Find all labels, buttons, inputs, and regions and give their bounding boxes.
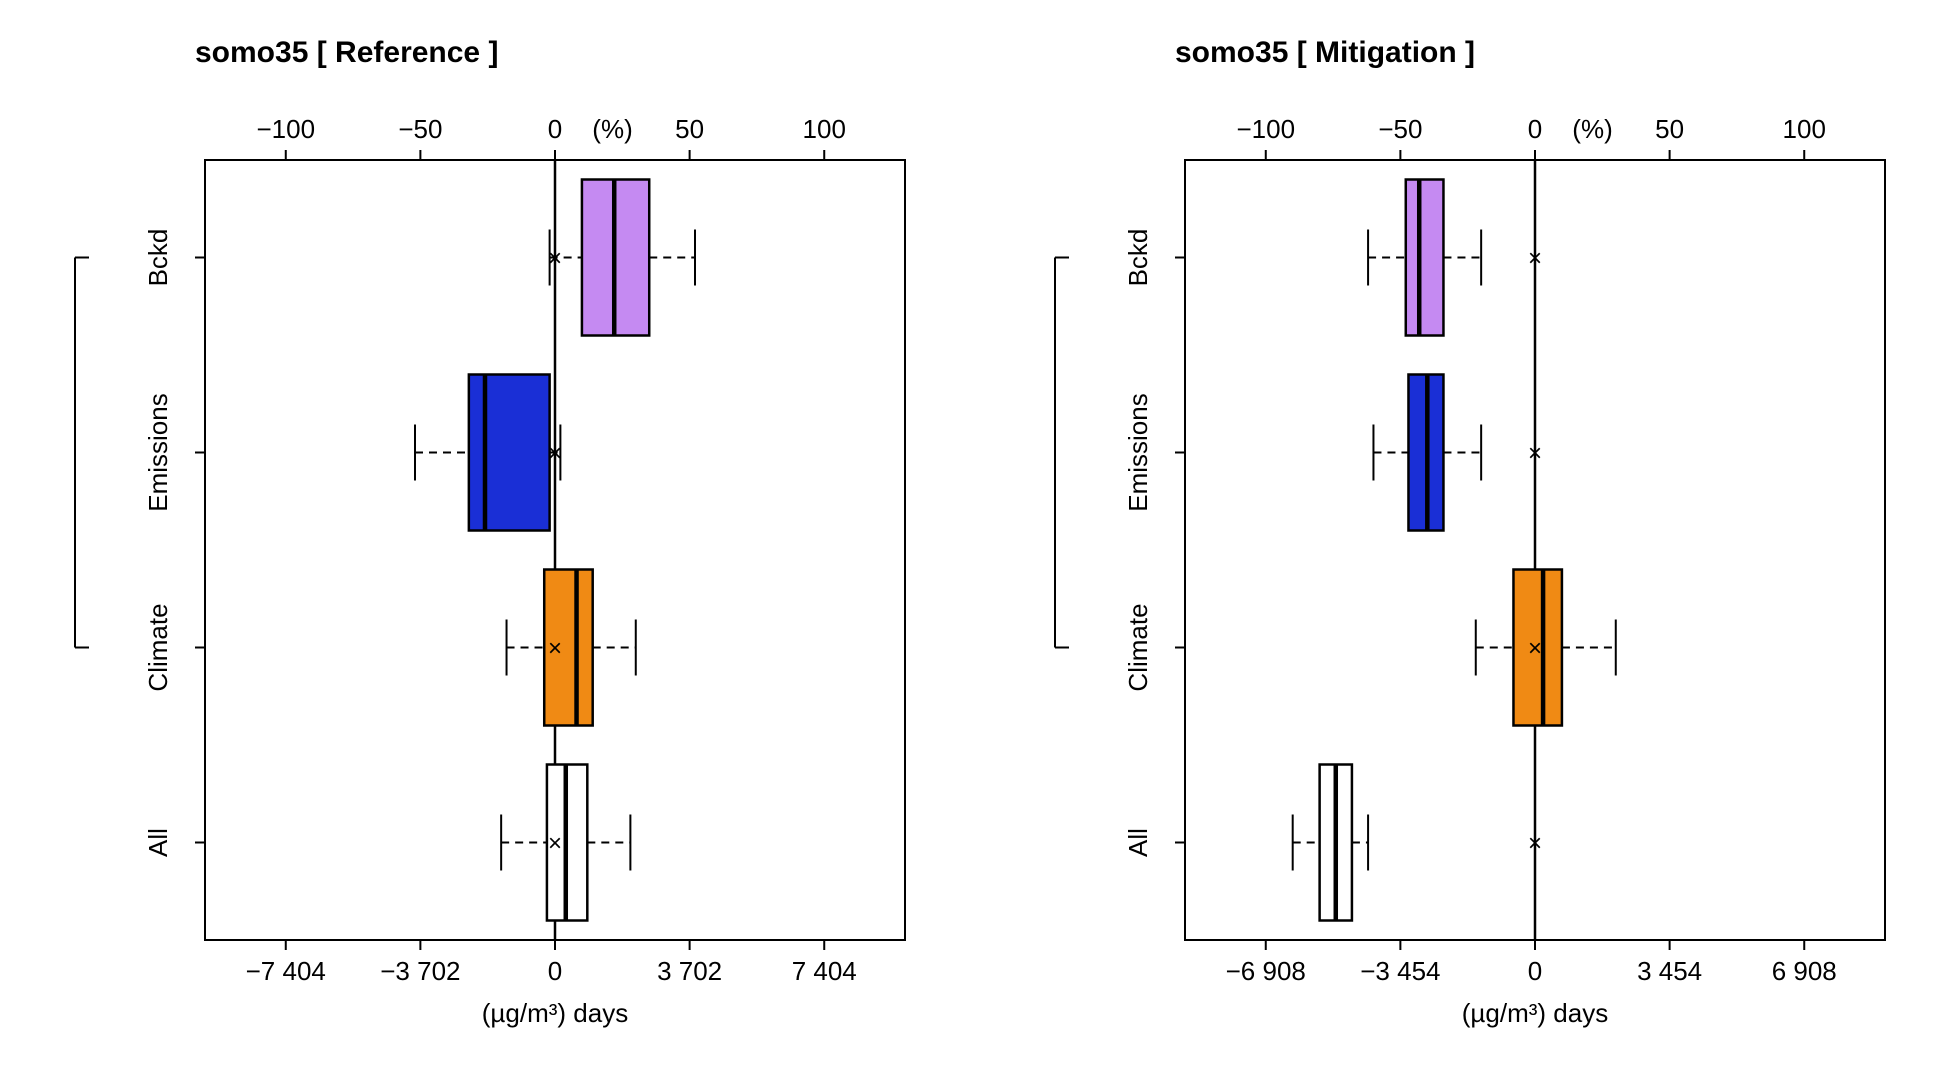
bottom-axis-tick-label: −3 454: [1360, 956, 1440, 986]
reference-marker: ×: [1528, 245, 1542, 272]
reference-marker: ×: [548, 440, 562, 467]
bottom-axis-tick-label: 6 908: [1772, 956, 1837, 986]
reference-marker: ×: [1528, 830, 1542, 857]
bottom-axis-label: (µg/m³) days: [482, 998, 628, 1028]
top-axis-tick-label: 50: [1655, 114, 1684, 144]
top-axis-tick-label: 0: [1528, 114, 1542, 144]
y-category-label: Climate: [1123, 603, 1153, 691]
bottom-axis-tick-label: 0: [548, 956, 562, 986]
y-category-label: Bckd: [1123, 229, 1153, 287]
reference-marker: ×: [548, 830, 562, 857]
bottom-axis-label: (µg/m³) days: [1462, 998, 1608, 1028]
y-category-label: Emissions: [1123, 393, 1153, 511]
bottom-axis-tick-label: −7 404: [246, 956, 326, 986]
y-category-label: Bckd: [143, 229, 173, 287]
figure-root: somo35 [ Reference ] −100 −50 0 50 100 (%) −7 4…: [20, 20, 1930, 1060]
chart-panel: somo35 [ Reference ] −100 −50 0 50 100 (%) −7 4…: [25, 20, 945, 1060]
y-category-label: All: [143, 828, 173, 857]
top-axis-tick-label: −50: [1378, 114, 1422, 144]
bottom-axis-tick-label: 3 454: [1637, 956, 1702, 986]
panel-title: somo35 [ Mitigation ]: [1175, 36, 1475, 69]
top-axis-unit: (%): [1572, 114, 1612, 144]
y-category-label: Emissions: [143, 393, 173, 511]
y-category-label: All: [1123, 828, 1153, 857]
reference-marker: ×: [548, 635, 562, 662]
reference-marker: ×: [548, 245, 562, 272]
bottom-axis-tick-label: −3 702: [380, 956, 460, 986]
bottom-axis-tick-label: 3 702: [657, 956, 722, 986]
reference-marker: ×: [1528, 635, 1542, 662]
panel-title: somo35 [ Reference ]: [195, 36, 498, 69]
chart-panel: somo35 [ Mitigation ] −100 −50 0 50 100 (%) −6 …: [1005, 20, 1925, 1060]
top-axis-tick-label: −100: [1236, 114, 1295, 144]
top-axis-unit: (%): [592, 114, 632, 144]
top-axis-tick-label: 0: [548, 114, 562, 144]
top-axis-tick-label: −100: [256, 114, 315, 144]
y-category-label: Climate: [143, 603, 173, 691]
box: [1406, 180, 1444, 336]
box: [469, 375, 550, 531]
top-axis-tick-label: 100: [803, 114, 846, 144]
top-axis-tick-label: 50: [675, 114, 704, 144]
bottom-axis-tick-label: 7 404: [792, 956, 857, 986]
reference-marker: ×: [1528, 440, 1542, 467]
bottom-axis-tick-label: 0: [1528, 956, 1542, 986]
top-axis-tick-label: 100: [1783, 114, 1826, 144]
bottom-axis-tick-label: −6 908: [1226, 956, 1306, 986]
top-axis-tick-label: −50: [398, 114, 442, 144]
